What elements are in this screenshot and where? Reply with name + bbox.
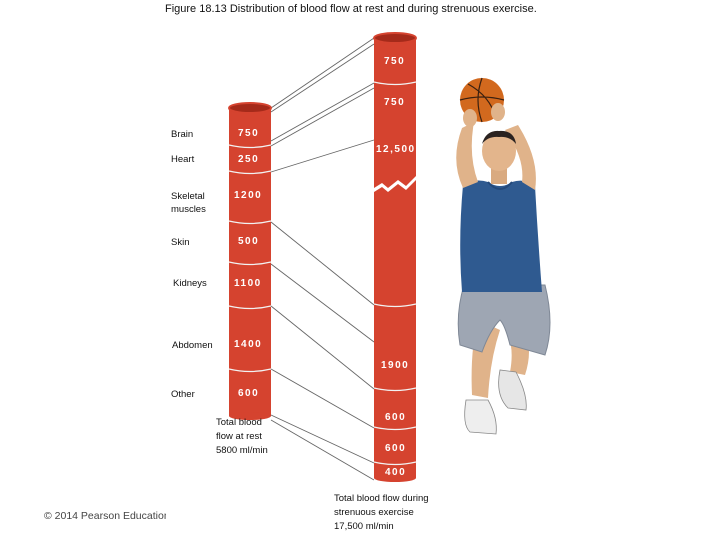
rest-value-other: 600 [238, 388, 260, 399]
exercise-total-line-3: 17,500 ml/min [334, 520, 394, 532]
organ-label-skin: Skin [171, 237, 190, 248]
exercise-value-3: 12,500 [376, 144, 416, 155]
rest-value-brain: 750 [238, 128, 260, 139]
exercise-total-line-2: strenuous exercise [334, 506, 414, 518]
rest-value-kidneys: 1100 [234, 278, 262, 289]
organ-label-other: Other [171, 389, 195, 400]
rest-value-skeletal-muscles: 1200 [234, 190, 263, 201]
exercise-total-line-1: Total blood flow during [334, 493, 429, 504]
exercise-value-6: 600 [385, 443, 407, 454]
rest-total-line-2: flow at rest [216, 430, 262, 442]
figure-title: Figure 18.13 Distribution of blood flow … [165, 3, 537, 15]
rest-column [228, 102, 272, 420]
copyright-notice: © 2014 Pearson Education [44, 510, 166, 522]
organ-label-heart: Heart [171, 154, 195, 165]
basketball-player-illustration [456, 77, 551, 435]
rest-value-abdomen: 1400 [234, 339, 263, 350]
organ-label-brain: Brain [171, 129, 194, 140]
exercise-value-1: 750 [384, 56, 406, 67]
organ-label-skeletal-muscles: Skeletal muscles [171, 191, 206, 215]
connector-lines [270, 37, 375, 481]
exercise-total: Total blood flow during strenuous exerci… [334, 492, 429, 533]
rest-total-line-1: Total blood [216, 417, 262, 428]
organ-label-kidneys: Kidneys [173, 278, 207, 289]
rest-total: Total blood flow at rest 5800 ml/min [216, 416, 268, 457]
rest-total-line-3: 5800 ml/min [216, 444, 268, 456]
exercise-value-7: 400 [385, 467, 407, 478]
exercise-value-4: 1900 [381, 360, 410, 371]
organ-label-abdomen: Abdomen [172, 340, 213, 351]
exercise-column [373, 32, 417, 482]
rest-value-skin: 500 [238, 236, 260, 247]
rest-value-heart: 250 [238, 154, 260, 165]
exercise-value-2: 750 [384, 97, 406, 108]
exercise-value-5: 600 [385, 412, 407, 423]
